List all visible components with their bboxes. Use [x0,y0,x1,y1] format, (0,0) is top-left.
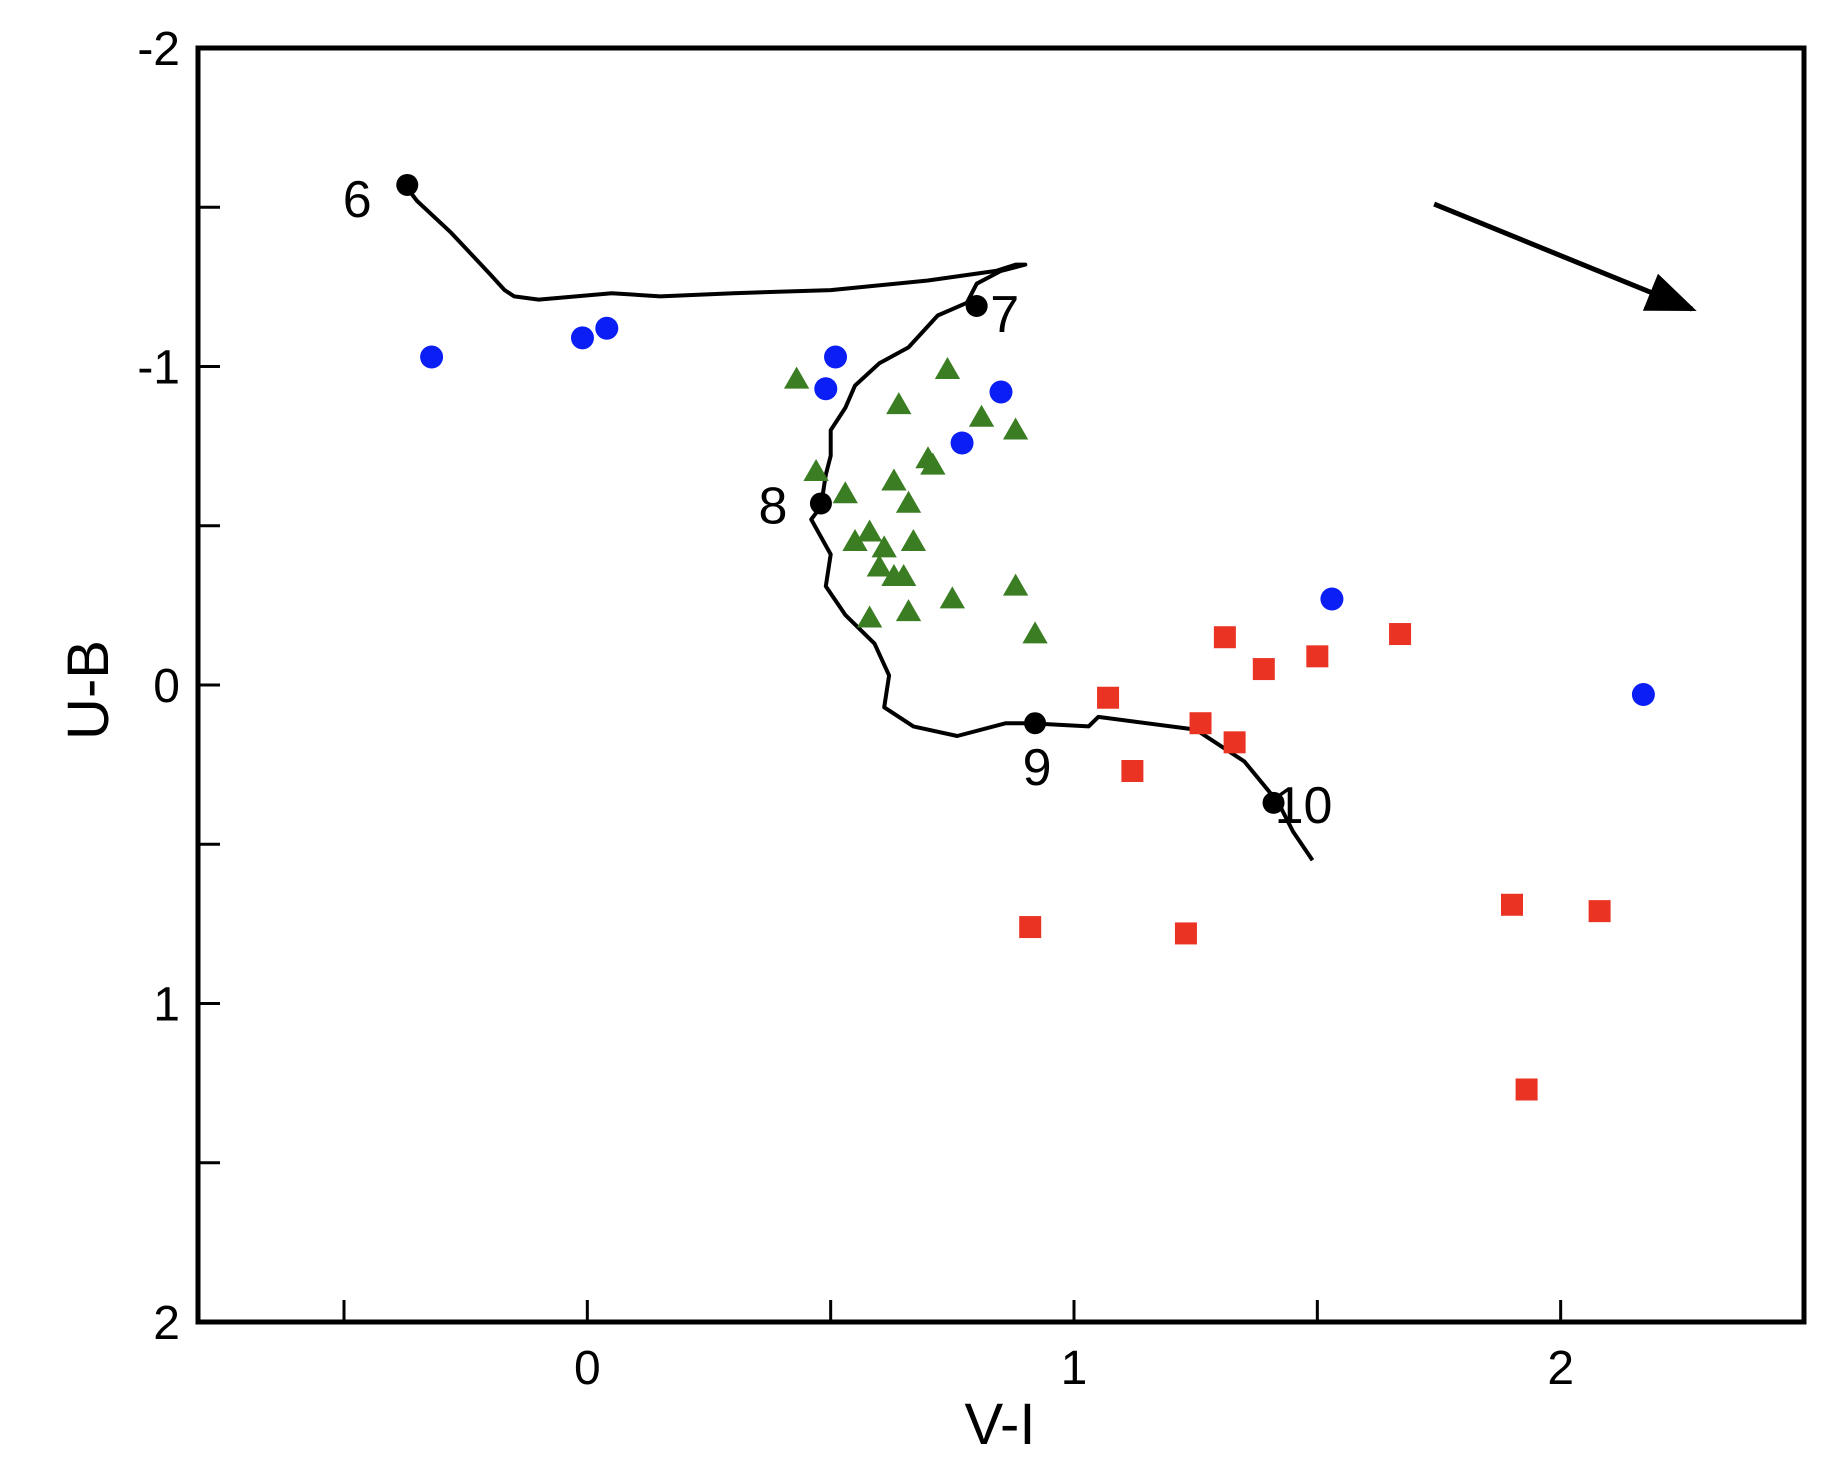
x-tick-label: 1 [1061,1342,1088,1395]
y-tick-label: 0 [153,660,180,713]
red-square-point [1121,759,1144,782]
red-square-point [1389,623,1412,646]
red-square-point [1019,916,1042,939]
green-triangle-point [939,586,965,609]
blue-circle-point [814,377,838,401]
green-triangle-point [895,599,922,622]
red-square-point [1223,731,1246,754]
green-triangle-point [891,564,917,587]
age-marker-dot [1262,791,1285,814]
blue-circle-point [1631,683,1655,707]
y-axis-ticks: -2 -1 0 1 2 [137,23,220,1350]
green-triangle-point [895,490,922,513]
blue-circle-point [950,431,974,455]
red-square-point [1189,712,1212,735]
age-labels: 6 7 8 9 10 [343,171,1333,835]
y-tick-label: -1 [137,342,180,395]
green-triangle-point [1002,417,1029,440]
age-marker-dot [396,173,419,196]
age-marker-dot [1024,712,1047,735]
evolutionary-track [400,180,1697,862]
track-line [400,180,1315,862]
red-square-point [1097,686,1120,709]
y-tick-label: 1 [153,979,180,1032]
x-tick-label: 2 [1547,1342,1574,1395]
age-marker-label: 8 [758,477,787,535]
green-triangle-point [842,529,868,552]
green-triangle-point [856,519,883,542]
plot-frame [195,45,1807,1325]
reddening-arrow [1433,201,1697,312]
green-triangle-point [856,605,883,628]
red-square-point [1174,922,1197,945]
data-points [420,316,1655,1101]
blue-circle-point [824,345,848,369]
age-marker-dot [809,492,832,515]
red-square-point [1588,900,1611,923]
blue-circle-point [420,345,444,369]
green-triangle-point [871,535,897,558]
green-triangle-point [886,392,912,415]
age-marker-label: 6 [343,171,372,229]
green-triangle-point [968,404,995,427]
y-tick-label: 2 [153,1297,180,1350]
red-square-point [1306,645,1329,668]
red-square-point [1213,626,1236,649]
blue-circle-point [570,326,594,350]
red-square-point [1252,658,1275,681]
green-triangle-point [900,529,927,552]
blue-circle-point [1320,587,1344,611]
x-axis-title: V-I [965,1392,1036,1457]
x-axis-ticks: 0 1 2 [342,1300,1574,1395]
age-marker-label: 10 [1275,777,1333,835]
age-marker-label: 7 [990,286,1019,344]
x-tick-label: 0 [574,1342,601,1395]
y-axis-title: U-B [56,640,121,740]
green-triangle-point [866,554,892,577]
green-triangle-point [1022,621,1048,644]
green-triangle-point [1002,573,1029,596]
age-marker-label: 9 [1023,739,1052,797]
red-square-point [1515,1078,1538,1101]
blue-circle-point [595,316,619,340]
age-marker-dot [965,294,988,317]
y-tick-label: -2 [137,23,180,76]
green-triangle-point [881,468,907,491]
green-triangle-point [920,452,946,475]
green-triangle-point [783,366,810,389]
green-triangle-point [832,481,858,504]
blue-circle-point [989,380,1013,404]
green-triangle-point [934,357,961,380]
red-square-point [1501,893,1523,916]
green-triangle-point [803,458,829,481]
